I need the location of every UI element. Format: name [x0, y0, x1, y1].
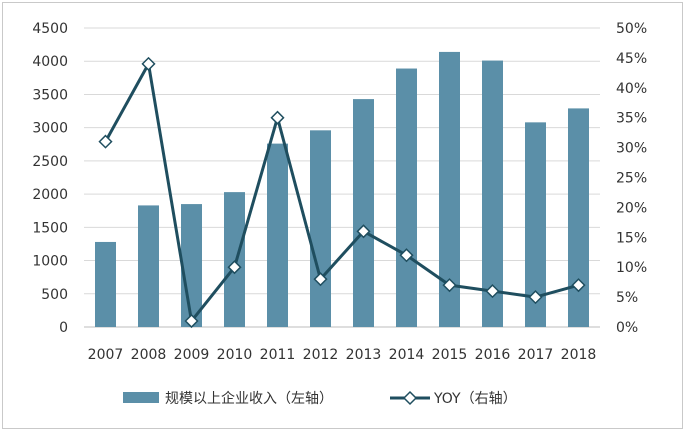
line-layer — [98, 56, 586, 329]
yoy-point-2008 — [141, 56, 156, 71]
yoy-point-2012 — [313, 272, 328, 287]
x-tick-label: 2009 — [174, 347, 210, 363]
right-tick-label: 45% — [616, 51, 647, 67]
bars-layer — [95, 51, 589, 328]
bar-2014 — [396, 68, 417, 327]
left-tick-label: 0 — [59, 320, 68, 336]
bar-2018 — [568, 108, 589, 327]
yoy-point-2016 — [485, 284, 500, 299]
left-axis: 0 500 1000 1500 2000 2500 3000 3500 4000 4500 — [32, 21, 68, 336]
left-tick-label: 3000 — [32, 121, 68, 137]
bar-2017 — [525, 122, 546, 328]
right-tick-label: 50% — [616, 21, 647, 37]
yoy-point-2013 — [356, 224, 371, 239]
bar-2012 — [310, 130, 331, 327]
yoy-point-2011 — [270, 110, 285, 125]
x-axis: 2007 2008 2009 2010 2011 2012 2013 2014 2015 2016… — [88, 347, 597, 363]
x-tick-label: 2016 — [475, 347, 511, 363]
bar-2007 — [95, 241, 116, 327]
yoy-point-2007 — [98, 134, 113, 149]
grid-layer — [84, 27, 600, 328]
x-tick-label: 2013 — [346, 347, 382, 363]
left-tick-label: 1000 — [32, 254, 68, 270]
left-tick-label: 4500 — [32, 21, 68, 37]
bar-2013 — [353, 99, 374, 328]
left-tick-label: 4000 — [32, 54, 68, 70]
left-tick-label: 500 — [41, 287, 68, 303]
yoy-point-2018 — [571, 278, 586, 293]
x-tick-label: 2011 — [260, 347, 296, 363]
x-tick-label: 2014 — [389, 347, 425, 363]
right-tick-label: 25% — [616, 171, 647, 187]
legend-label-bar: 规模以上企业收入（左轴） — [165, 390, 333, 407]
left-tick-label: 3500 — [32, 87, 68, 103]
yoy-point-2014 — [399, 248, 414, 263]
right-tick-label: 35% — [616, 111, 647, 127]
x-tick-label: 2018 — [561, 347, 597, 363]
x-tick-label: 2015 — [432, 347, 468, 363]
left-tick-label: 1500 — [32, 220, 68, 236]
x-tick-label: 2012 — [303, 347, 339, 363]
right-tick-label: 40% — [616, 81, 647, 97]
right-tick-label: 5% — [616, 290, 638, 306]
legend-swatch-bar — [123, 392, 159, 403]
legend-marker-diamond — [402, 390, 418, 406]
bar-2010 — [224, 192, 245, 327]
left-tick-label: 2500 — [32, 154, 68, 170]
right-axis: 0% 5% 10% 15% 20% 25% 30% 35% 40% 45% 50% — [616, 21, 647, 336]
bar-2008 — [138, 205, 159, 327]
left-tick-label: 2000 — [32, 187, 68, 203]
x-tick-label: 2010 — [217, 347, 253, 363]
bar-2011 — [267, 143, 288, 327]
yoy-point-2010 — [227, 260, 242, 275]
bar-2015 — [439, 51, 460, 328]
bar-2016 — [482, 60, 503, 328]
x-tick-label: 2008 — [131, 347, 167, 363]
right-tick-label: 15% — [616, 230, 647, 246]
x-tick-label: 2017 — [518, 347, 554, 363]
bar-2009 — [181, 204, 202, 327]
right-tick-label: 10% — [616, 260, 647, 276]
right-tick-label: 0% — [616, 320, 638, 336]
yoy-point-2009 — [184, 313, 199, 329]
legend: 规模以上企业收入（左轴） YOY（右轴） — [123, 390, 517, 407]
yoy-point-2017 — [528, 290, 543, 305]
right-tick-label: 30% — [616, 141, 647, 157]
right-tick-label: 20% — [616, 200, 647, 216]
yoy-point-2015 — [442, 278, 457, 293]
legend-label-line: YOY（右轴） — [433, 391, 517, 407]
x-tick-label: 2007 — [88, 347, 124, 363]
yoy-line — [104, 62, 579, 323]
